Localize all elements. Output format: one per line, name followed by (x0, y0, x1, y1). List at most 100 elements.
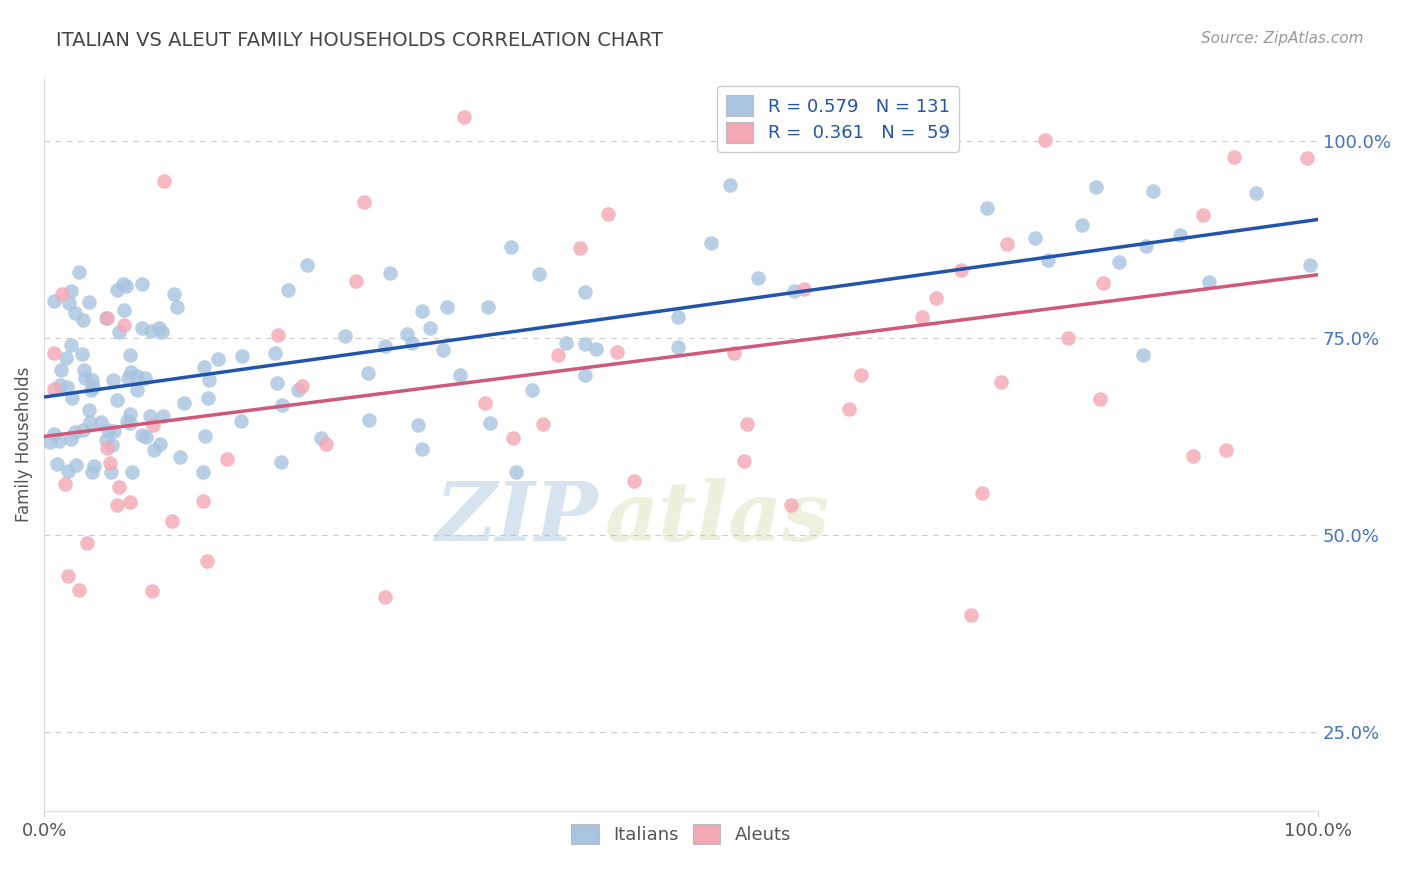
Point (98, 456, 121, 470)
Point (585, 342, 607, 356)
Point (80, 465, 103, 479)
Point (297, 258, 319, 272)
Point (266, 376, 288, 390)
Point (574, 337, 596, 351)
Point (73, 371, 96, 385)
Point (173, 395, 195, 409)
Point (107, 498, 129, 512)
Point (96, 441, 118, 455)
Point (554, 335, 576, 350)
Point (131, 321, 153, 335)
Point (79, 402, 101, 417)
Point (163, 286, 186, 301)
Point (67, 265, 90, 279)
Point (51, 286, 73, 301)
Point (547, 348, 569, 362)
Point (120, 348, 142, 362)
Point (315, 436, 337, 450)
Point (1198, 275, 1220, 289)
Point (152, 409, 174, 423)
Point (718, 178, 741, 192)
Point (995, 236, 1018, 251)
Point (135, 429, 157, 443)
Point (101, 373, 124, 387)
Point (139, 324, 162, 338)
Point (125, 383, 148, 397)
Point (120, 365, 142, 379)
Point (160, 514, 183, 528)
Point (1181, 450, 1204, 464)
Point (105, 393, 128, 408)
Point (373, 590, 395, 604)
Point (67, 583, 90, 598)
Point (990, 375, 1012, 389)
Point (229, 414, 252, 428)
Point (153, 174, 176, 188)
Point (100, 465, 122, 479)
Point (48, 434, 70, 448)
Point (166, 300, 188, 314)
Text: Source: ZipAtlas.com: Source: ZipAtlas.com (1201, 31, 1364, 46)
Point (1223, 150, 1246, 164)
Point (103, 424, 125, 438)
Point (267, 328, 290, 343)
Point (82, 380, 104, 394)
Point (574, 368, 596, 382)
Point (105, 283, 128, 297)
Point (747, 270, 769, 285)
Point (1295, 151, 1317, 165)
Point (195, 554, 218, 568)
Point (1246, 186, 1268, 200)
Point (478, 416, 501, 430)
Point (1132, 348, 1154, 362)
Point (406, 417, 429, 432)
Point (73, 363, 96, 377)
Point (344, 274, 367, 288)
Point (56, 380, 79, 394)
Point (1092, 277, 1115, 291)
Point (733, 453, 755, 467)
Point (143, 443, 166, 458)
Point (520, 383, 543, 397)
Point (59, 432, 82, 446)
Point (169, 450, 191, 465)
Point (58, 569, 80, 583)
Point (1215, 442, 1237, 457)
Point (436, 300, 458, 314)
Point (198, 373, 221, 387)
Point (148, 320, 170, 334)
Point (55, 351, 77, 365)
Point (112, 318, 135, 332)
Text: ITALIAN VS ALEUT FAMILY HOUSEHOLDS CORRELATION CHART: ITALIAN VS ALEUT FAMILY HOUSEHOLDS CORRE… (56, 31, 664, 50)
Point (38, 435, 60, 450)
Point (60, 338, 83, 352)
Point (72, 424, 94, 438)
Point (401, 336, 423, 351)
Point (449, 368, 471, 383)
Point (849, 368, 872, 382)
Point (779, 498, 801, 512)
Point (502, 431, 524, 445)
Point (380, 266, 402, 280)
Point (359, 412, 381, 426)
Point (666, 340, 689, 354)
Point (58, 296, 80, 310)
Point (80, 373, 103, 387)
Point (139, 409, 162, 423)
Point (838, 401, 860, 416)
Point (477, 300, 499, 314)
Point (121, 465, 143, 479)
Point (287, 384, 309, 398)
Point (63, 306, 86, 320)
Point (277, 283, 299, 297)
Point (527, 267, 550, 281)
Point (271, 398, 294, 412)
Point (134, 371, 156, 385)
Point (96, 310, 118, 325)
Point (125, 368, 148, 383)
Point (72, 313, 94, 327)
Point (1135, 238, 1157, 252)
Point (598, 207, 620, 221)
Point (207, 352, 229, 367)
Point (60, 284, 83, 298)
